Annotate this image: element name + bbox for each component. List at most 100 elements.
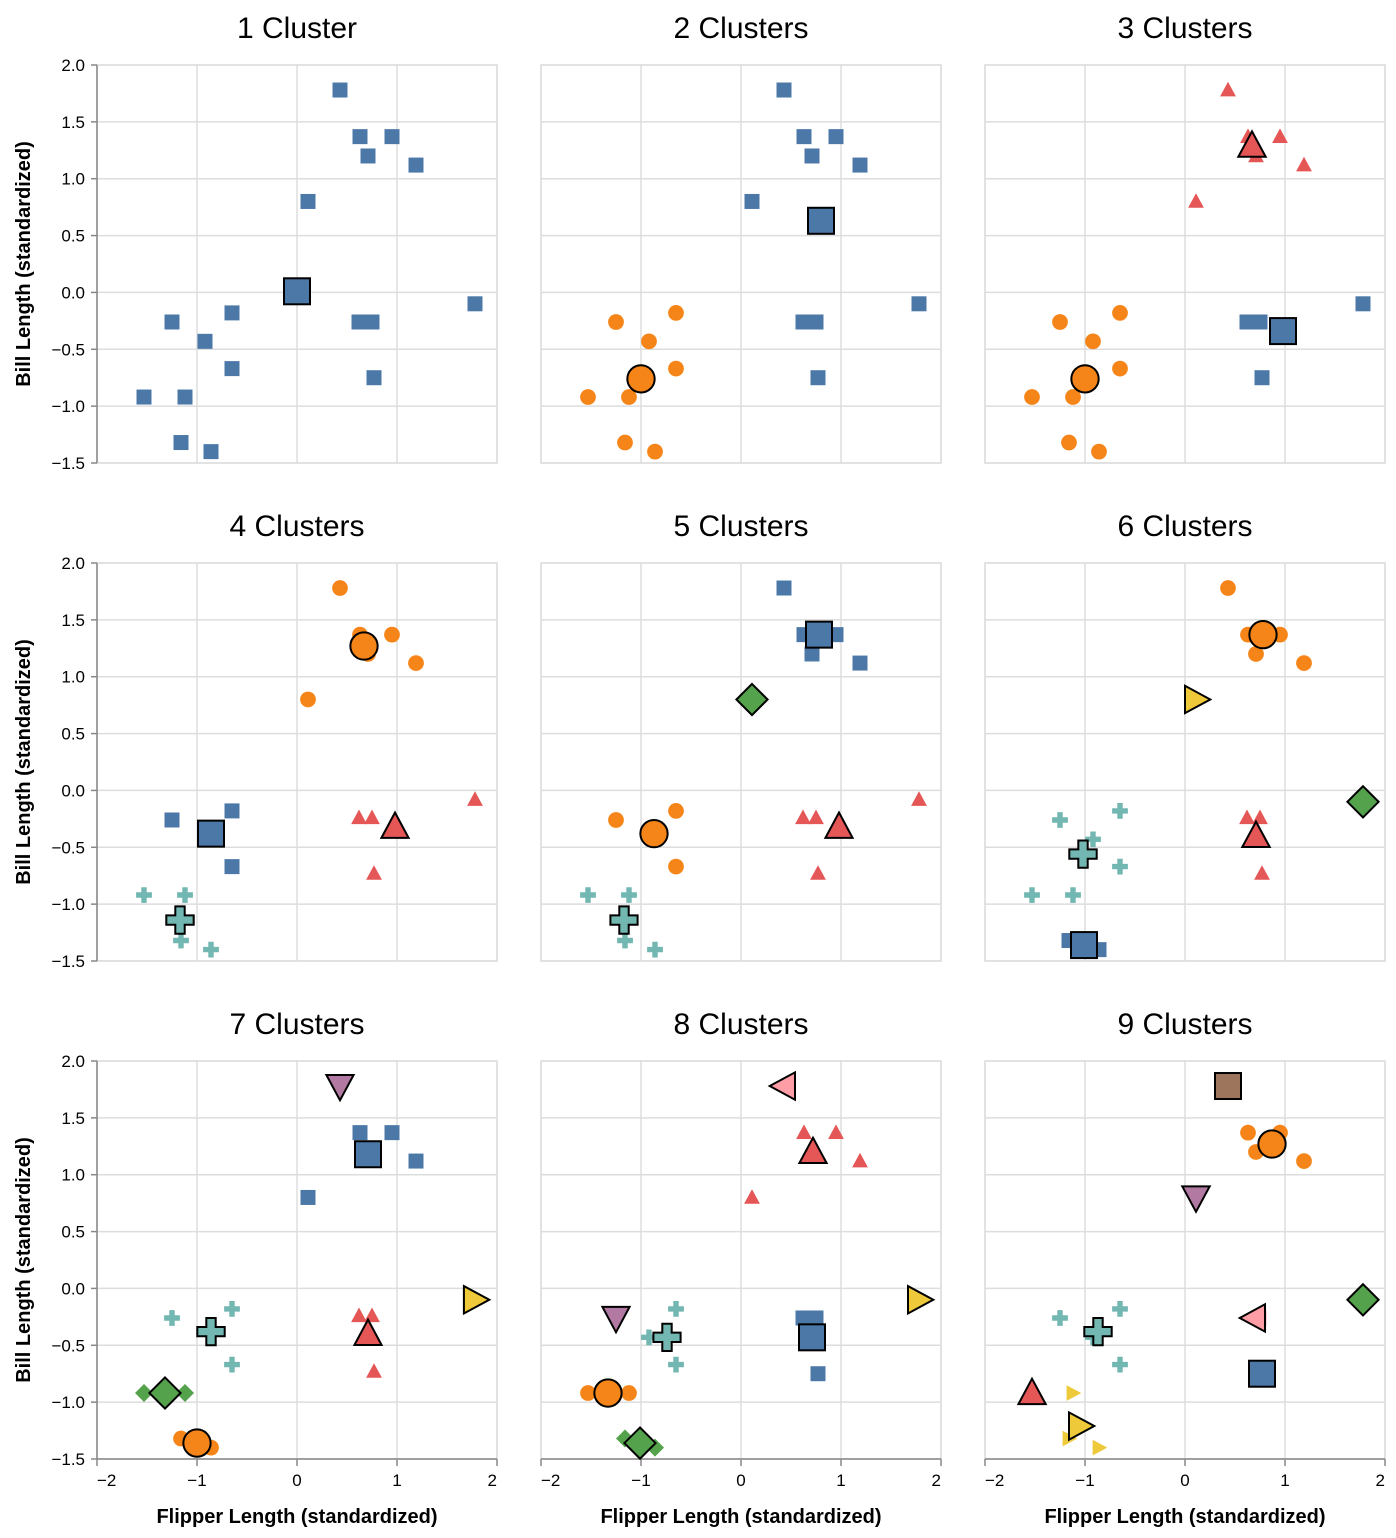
data-point <box>408 157 424 173</box>
data-point <box>203 941 219 958</box>
cluster-centroid <box>1345 784 1381 819</box>
data-point <box>1061 434 1077 451</box>
cluster-centroid <box>1068 1410 1097 1442</box>
data-point <box>136 887 152 903</box>
y-tick-label: 1.0 <box>61 668 85 687</box>
cluster-centroid <box>1236 129 1268 158</box>
cluster-centroid <box>1248 1359 1276 1388</box>
x-tick-label: 1 <box>1280 1471 1289 1490</box>
data-point <box>617 932 633 949</box>
data-point <box>668 1301 684 1317</box>
cluster-centroid <box>1180 1185 1212 1214</box>
data-point <box>1220 580 1236 596</box>
panel-8: 8 Clusters −2 −1 0 1 2 Flipper Length (standar… <box>540 1008 942 1528</box>
cluster-centroid <box>823 810 855 839</box>
panel-title: 9 Clusters <box>1117 1008 1252 1041</box>
data-point <box>408 655 424 671</box>
cluster-centroid <box>354 1140 382 1169</box>
data-point <box>177 887 193 903</box>
panel-title: 5 Clusters <box>673 510 808 543</box>
panel-3: 3 Clusters <box>984 12 1386 464</box>
data-point <box>1220 81 1236 97</box>
x-tick-label: −2 <box>97 1471 116 1490</box>
data-point <box>795 314 811 330</box>
data-point <box>804 646 820 662</box>
data-point <box>384 626 400 643</box>
y-tick-label: 0.0 <box>61 1279 85 1298</box>
y-tick-label: −1.5 <box>51 454 85 473</box>
plot-frame <box>984 562 1386 962</box>
panel-title: 3 Clusters <box>1117 12 1252 45</box>
data-point <box>1024 389 1040 405</box>
data-point <box>366 865 382 880</box>
data-point <box>1052 1310 1068 1326</box>
data-point <box>810 1366 826 1382</box>
data-point <box>668 1356 684 1373</box>
cluster-centroid <box>626 364 656 394</box>
y-tick-label: −0.5 <box>51 1336 85 1355</box>
cluster-centroid <box>1257 1129 1287 1159</box>
cluster-centroid <box>652 1322 682 1352</box>
x-tick-label: −2 <box>541 1471 560 1490</box>
data-point <box>197 333 213 349</box>
data-point <box>1085 831 1101 848</box>
data-point <box>1112 1301 1128 1317</box>
x-axis-title: Flipper Length (standardized) <box>600 1506 881 1528</box>
x-axis-title: Flipper Length (standardized) <box>156 1506 437 1528</box>
y-axis-title: Bill Length (standardized) <box>13 639 35 885</box>
y-tick-label: 0.0 <box>61 283 85 302</box>
data-point <box>580 1385 596 1401</box>
data-point <box>176 1384 194 1402</box>
data-point <box>1272 128 1288 143</box>
data-point <box>796 129 812 145</box>
data-point <box>408 1153 424 1169</box>
data-point <box>641 1329 657 1346</box>
cluster-centroid <box>609 905 639 935</box>
y-tick-label: −1.5 <box>51 952 85 971</box>
cluster-centroid <box>352 1317 384 1346</box>
data-point <box>608 812 624 828</box>
plot-frame <box>540 64 942 464</box>
data-point <box>1085 333 1101 350</box>
data-point <box>647 941 663 958</box>
data-point <box>224 1301 240 1317</box>
data-point <box>668 858 684 875</box>
data-point <box>744 193 760 209</box>
data-point <box>135 1384 153 1402</box>
cluster-centroid <box>1070 931 1098 960</box>
plot-frame <box>984 64 1386 464</box>
y-tick-label: 0.0 <box>61 781 85 800</box>
x-axis-title: Flipper Length (standardized) <box>1044 1506 1325 1528</box>
y-tick-label: 0.5 <box>61 725 85 744</box>
data-point <box>1112 858 1128 875</box>
data-point <box>852 157 868 173</box>
data-point <box>351 1307 367 1323</box>
cluster-centroid <box>1184 684 1213 715</box>
panel-title: 6 Clusters <box>1117 510 1252 543</box>
data-point <box>224 803 240 819</box>
data-point <box>668 803 684 819</box>
data-point <box>1355 296 1371 312</box>
y-tick-label: −1.0 <box>51 397 85 416</box>
x-tick-label: −1 <box>187 1471 206 1490</box>
cluster-centroid <box>165 905 195 935</box>
y-axis-title: Bill Length (standardized) <box>13 141 35 387</box>
cluster-centroid <box>798 1323 826 1352</box>
cluster-centroid <box>797 1135 829 1164</box>
data-point <box>351 314 367 330</box>
data-point <box>810 865 826 880</box>
data-point <box>1112 803 1128 819</box>
y-tick-label: 1.5 <box>61 1109 85 1128</box>
data-point <box>668 360 684 377</box>
panel-title: 8 Clusters <box>673 1008 808 1041</box>
cluster-centroid <box>1237 1302 1266 1334</box>
data-point <box>647 443 663 460</box>
data-point <box>366 1363 382 1378</box>
data-point <box>621 1385 637 1401</box>
data-point <box>467 296 483 312</box>
data-point <box>224 1356 240 1373</box>
data-point <box>467 791 483 806</box>
data-point <box>300 691 316 708</box>
data-point <box>776 82 792 98</box>
data-point <box>808 809 824 825</box>
